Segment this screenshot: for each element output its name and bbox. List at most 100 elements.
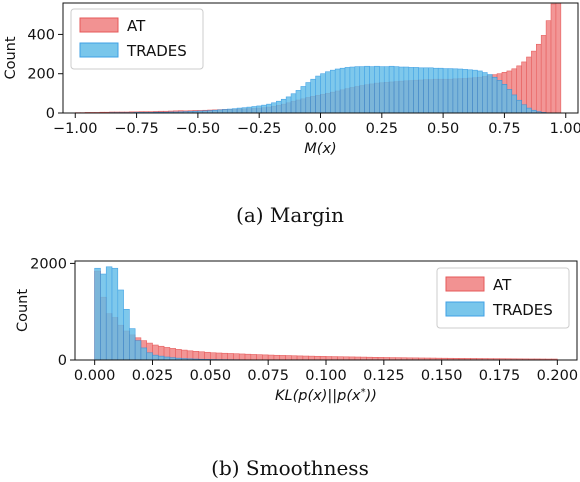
bar-at	[262, 354, 269, 361]
bar-trades	[241, 107, 248, 114]
x-axis-label: KL(p(x)||p(x*))	[275, 387, 377, 405]
bar-trades	[310, 78, 316, 114]
bar-at	[204, 351, 211, 361]
caption-a: (a) Margin	[236, 203, 344, 227]
bar-trades	[134, 340, 142, 361]
bar-trades	[231, 108, 238, 114]
bar-trades	[315, 75, 321, 114]
bar-trades	[320, 73, 326, 114]
x-tick-label: 0.50	[427, 121, 459, 137]
bar-trades	[280, 98, 287, 114]
legend-label-trades: TRADES	[492, 301, 553, 319]
bar-trades	[349, 66, 356, 114]
x-tick-label: 0.050	[190, 368, 232, 384]
chart-b: 0.000 0.025 0.050 0.075 0.100 0.125 0.150 0.175…	[15, 256, 578, 404]
bar-trades	[403, 66, 410, 114]
bar-at	[285, 355, 292, 361]
bar-at	[233, 353, 240, 361]
bar-trades	[140, 347, 148, 361]
bar-at	[319, 356, 327, 361]
series-trades-a	[79, 65, 552, 114]
bar-at	[279, 355, 286, 361]
bar-at	[290, 355, 298, 361]
x-tick-label: 0.200	[537, 368, 579, 384]
series-trades-b	[94, 266, 338, 361]
bar-at	[545, 20, 552, 114]
bar-at	[250, 354, 257, 361]
bar-at	[221, 352, 228, 361]
bar-trades	[452, 68, 459, 114]
bar-trades	[477, 70, 483, 114]
y-tick-label: 0	[46, 106, 55, 122]
legend-swatch-trades	[445, 301, 485, 317]
bar-trades	[369, 66, 375, 114]
x-tick-label: 0.025	[132, 368, 174, 384]
x-axis-label: M(x)	[304, 141, 336, 157]
bar-trades	[330, 69, 336, 114]
bar-trades	[129, 328, 136, 361]
bar-trades	[374, 65, 380, 114]
bar-at	[308, 355, 315, 361]
bar-trades	[285, 96, 292, 114]
x-tick-label: 0.125	[363, 368, 405, 384]
bar-trades	[111, 267, 119, 361]
bar-trades	[364, 65, 370, 114]
bar-trades	[428, 67, 434, 114]
bar-trades	[511, 94, 517, 114]
y-axis-label: Count	[15, 289, 31, 332]
bar-at	[536, 43, 542, 114]
legend-swatch-trades	[79, 42, 119, 58]
bar-at	[244, 353, 252, 361]
bar-trades	[146, 352, 153, 361]
caption-b: (b) Smoothness	[211, 456, 369, 480]
bar-at	[555, 2, 562, 114]
x-tick-label: 1.00	[550, 121, 580, 137]
x-tick-label: 0.000	[74, 368, 116, 384]
bar-trades	[418, 67, 424, 114]
y-axis-label: Count	[3, 36, 19, 79]
bar-at	[331, 356, 338, 361]
bar-at	[540, 35, 547, 114]
bar-trades	[266, 103, 272, 114]
bar-trades	[398, 66, 405, 114]
bar-trades	[271, 102, 277, 114]
bar-trades	[222, 109, 228, 114]
bar-at	[227, 353, 234, 361]
bar-trades	[117, 289, 124, 361]
bar-at	[550, 3, 557, 114]
x-tick-label: 0.075	[247, 368, 289, 384]
bar-trades	[236, 107, 243, 114]
bar-trades	[393, 66, 400, 114]
x-tick-label: −0.50	[176, 121, 220, 137]
bar-trades	[496, 80, 503, 114]
bar-trades	[290, 93, 297, 114]
x-tick-label: 0.00	[304, 121, 336, 137]
y-tick-label: 200	[27, 67, 55, 83]
bar-at	[296, 355, 304, 361]
bar-at	[192, 351, 200, 361]
bar-trades	[462, 69, 468, 114]
y-tick-label: 2000	[30, 256, 67, 272]
bar-trades	[413, 67, 419, 114]
bar-at	[531, 50, 537, 114]
bar-trades	[152, 354, 159, 361]
bar-trades	[433, 67, 439, 114]
x-tick-label: −0.25	[237, 121, 281, 137]
bar-at	[198, 351, 205, 361]
x-tick-label: −0.75	[114, 121, 158, 137]
bar-trades	[261, 104, 267, 114]
bar-trades	[491, 76, 498, 114]
bar-trades	[457, 68, 464, 114]
bar-trades	[295, 90, 302, 114]
bar-at	[526, 56, 532, 114]
bar-trades	[339, 67, 346, 114]
bar-trades	[501, 84, 508, 114]
y-tick-label: 400	[27, 27, 55, 43]
bar-trades	[423, 67, 429, 114]
bar-trades	[408, 67, 414, 114]
bar-trades	[506, 89, 513, 114]
bar-trades	[276, 100, 282, 114]
legend-swatch-at	[445, 276, 485, 292]
